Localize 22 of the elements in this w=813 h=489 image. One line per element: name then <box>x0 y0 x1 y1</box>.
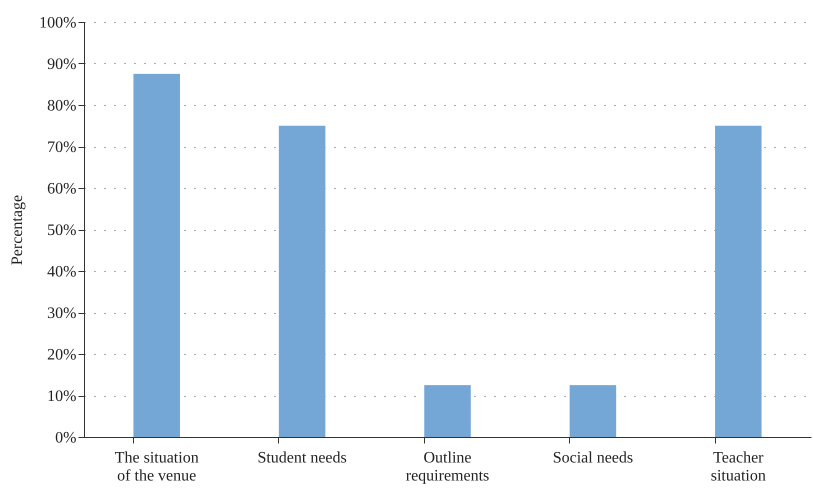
y-tick-label: 30% <box>47 305 76 322</box>
bar <box>715 126 762 437</box>
y-tick-label: 50% <box>47 222 76 239</box>
y-tick-label: 90% <box>47 56 76 73</box>
y-tick-label: 20% <box>47 346 76 364</box>
x-tick-label: Teacher situation <box>710 450 766 484</box>
x-tick-label: The situation of the venue <box>114 450 199 484</box>
y-tick-label: 70% <box>47 139 76 156</box>
y-tick-label: 10% <box>47 388 76 405</box>
bar <box>133 74 180 437</box>
y-tick-label: 100% <box>39 14 76 32</box>
bar <box>570 385 616 437</box>
x-tick-label: Outline requirements <box>406 450 490 484</box>
bar <box>424 385 471 437</box>
y-tick-label: 80% <box>47 98 76 114</box>
bar <box>278 126 326 437</box>
y-tick-label: 60% <box>47 180 76 198</box>
y-tick-label: 0% <box>55 430 76 446</box>
x-tick-label: Social needs <box>552 450 634 466</box>
x-tick-label: Student needs <box>257 450 347 466</box>
y-axis-title: Percentage <box>9 194 26 266</box>
y-tick-label: 40% <box>47 264 76 280</box>
